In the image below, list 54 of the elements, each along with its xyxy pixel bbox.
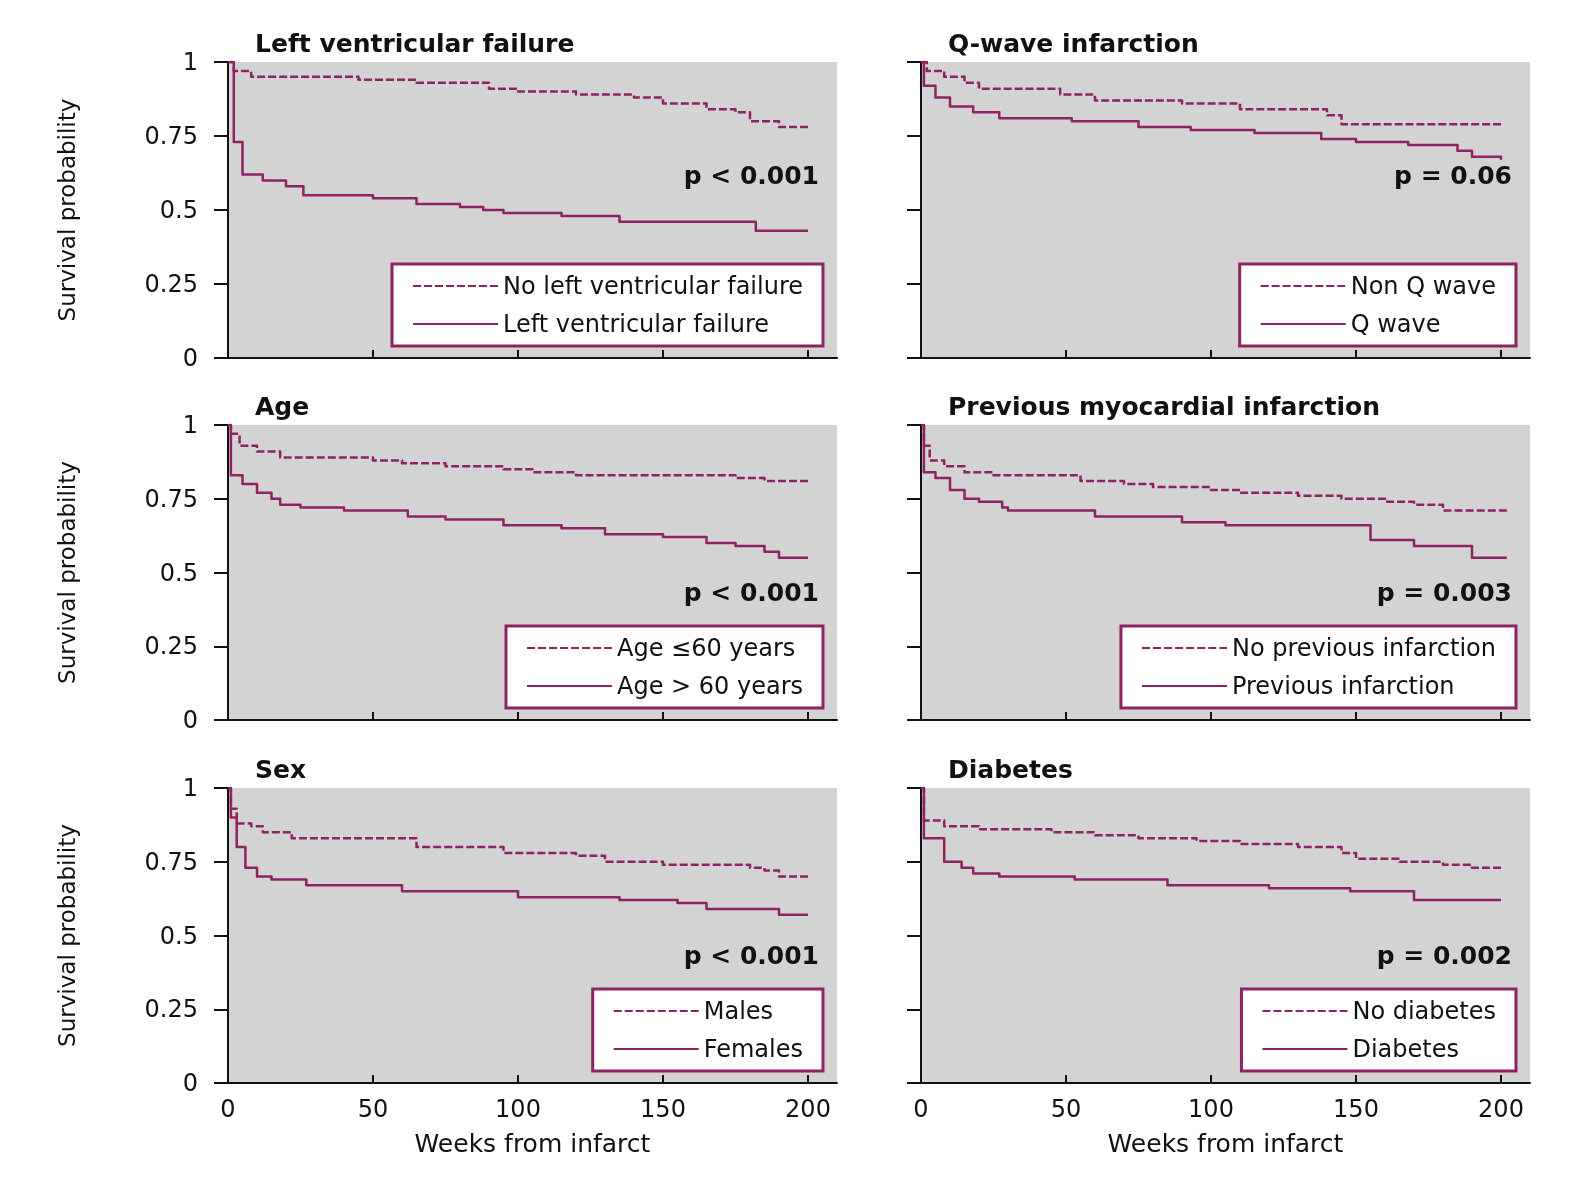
y-tick-label: 0 xyxy=(182,1069,198,1097)
annotation: p = 0.06 xyxy=(1394,161,1512,190)
annotation: p < 0.001 xyxy=(683,578,819,607)
x-tick-label: 50 xyxy=(357,1095,389,1123)
y-tick-label: 0 xyxy=(182,706,198,734)
chart-title: Q-wave infarction xyxy=(948,29,1199,58)
y-tick-label: 0.5 xyxy=(159,921,198,950)
legend-label: No left ventricular failure xyxy=(503,272,804,300)
chart-title: Left ventricular failure xyxy=(255,29,575,58)
legend-label: Previous infarction xyxy=(1231,672,1455,700)
y-tick-label: 0.25 xyxy=(144,270,198,298)
y-tick-label: 1 xyxy=(182,411,198,439)
legend-label: Q wave xyxy=(1350,310,1441,338)
annotation: p = 0.003 xyxy=(1376,578,1512,607)
chart-title: Age xyxy=(255,392,310,421)
annotation: p < 0.001 xyxy=(683,161,819,190)
x-tick-label: 0 xyxy=(220,1095,236,1123)
legend-label: Diabetes xyxy=(1352,1035,1459,1063)
x-tick-label: 0 xyxy=(913,1095,929,1123)
y-tick-label: 0 xyxy=(182,344,198,372)
x-tick-label: 150 xyxy=(1333,1095,1379,1123)
y-tick-label: 1 xyxy=(182,774,198,802)
x-tick-label: 100 xyxy=(1188,1095,1234,1123)
legend-label: Age > 60 years xyxy=(617,672,803,700)
chart-title: Sex xyxy=(255,755,307,784)
y-tick-label: 0.25 xyxy=(144,995,198,1024)
annotation: p = 0.002 xyxy=(1376,941,1512,970)
chart-title: Previous myocardial infarction xyxy=(948,392,1380,421)
x-tick-label: 200 xyxy=(785,1095,831,1123)
y-tick-label: 0.75 xyxy=(144,484,198,513)
y-tick-label: 0.5 xyxy=(159,196,198,224)
y-axis-title: Survival probability xyxy=(53,98,80,322)
y-tick-label: 0.75 xyxy=(144,122,198,150)
y-tick-label: 1 xyxy=(182,48,198,76)
legend-label: Males xyxy=(703,997,774,1025)
legend-label: No diabetes xyxy=(1352,997,1497,1025)
chart-title: Diabetes xyxy=(948,755,1073,784)
y-tick-label: 0.75 xyxy=(144,847,198,876)
y-tick-label: 0.5 xyxy=(159,558,198,587)
legend-label: Non Q wave xyxy=(1350,272,1497,300)
x-tick-label: 50 xyxy=(1050,1095,1082,1123)
y-axis-title: Survival probability xyxy=(53,461,80,684)
x-axis-title: Weeks from infarct xyxy=(414,1129,651,1158)
x-axis-title: Weeks from infarct xyxy=(1107,1129,1344,1158)
legend-label: Females xyxy=(703,1035,803,1063)
legend-label: No previous infarction xyxy=(1231,634,1496,662)
x-tick-label: 150 xyxy=(640,1095,686,1123)
y-axis-title: Survival probability xyxy=(53,824,80,1047)
x-tick-label: 200 xyxy=(1478,1095,1524,1123)
x-tick-label: 100 xyxy=(495,1095,541,1123)
legend-label: Left ventricular failure xyxy=(503,310,770,338)
annotation: p < 0.001 xyxy=(683,941,819,970)
y-tick-label: 0.25 xyxy=(144,632,198,661)
legend-label: Age ≤60 years xyxy=(617,634,796,662)
